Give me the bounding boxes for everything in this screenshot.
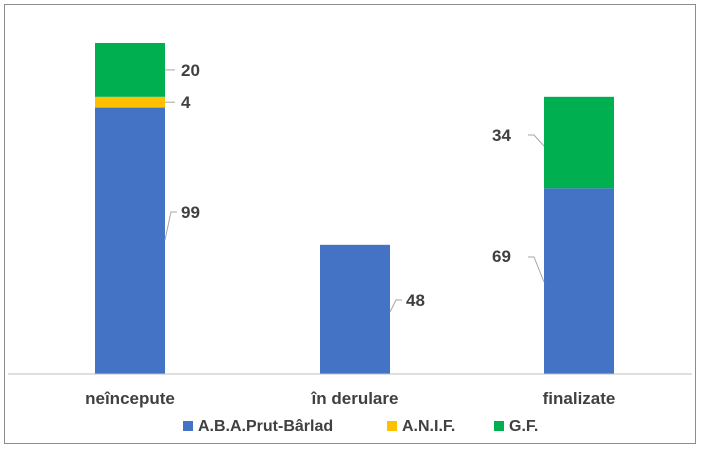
bar-2-series-0 xyxy=(544,188,614,374)
bar-0-series-2 xyxy=(95,43,165,97)
data-label-2-0: 69 xyxy=(492,247,511,266)
bar-1-series-0 xyxy=(320,244,390,374)
data-labels-layer: 99 4 20 48 69 34 xyxy=(181,61,511,310)
legend: A.B.A.Prut-Bârlad A.N.I.F. G.F. xyxy=(183,418,538,435)
leader-line-1-0 xyxy=(389,299,402,313)
bar-0-series-1 xyxy=(95,96,165,108)
data-label-0-2: 20 xyxy=(181,61,200,80)
data-label-1-0: 48 xyxy=(406,291,425,310)
category-label-1: în derulare xyxy=(311,389,399,408)
data-label-0-0: 99 xyxy=(181,203,200,222)
legend-label-0: A.B.A.Prut-Bârlad xyxy=(198,418,333,435)
legend-swatch-2 xyxy=(494,421,504,431)
bar-0-series-0 xyxy=(95,107,165,375)
legend-label-1: A.N.I.F. xyxy=(402,418,455,435)
leader-lines-layer xyxy=(164,69,545,313)
category-labels-layer: neîncepute în derulare finalizate xyxy=(85,389,615,408)
category-label-2: finalizate xyxy=(543,389,616,408)
legend-label-2: G.F. xyxy=(509,418,538,435)
legend-swatch-0 xyxy=(183,421,193,431)
data-label-0-1: 4 xyxy=(181,93,191,112)
data-label-2-2: 34 xyxy=(492,126,511,145)
leader-line-2-0 xyxy=(528,256,545,283)
category-label-0: neîncepute xyxy=(85,389,175,408)
legend-swatch-1 xyxy=(387,421,397,431)
leader-line-0-0 xyxy=(164,211,177,241)
bar-2-series-2 xyxy=(544,96,614,189)
bars-layer xyxy=(95,43,614,375)
leader-line-2-2 xyxy=(528,134,545,147)
